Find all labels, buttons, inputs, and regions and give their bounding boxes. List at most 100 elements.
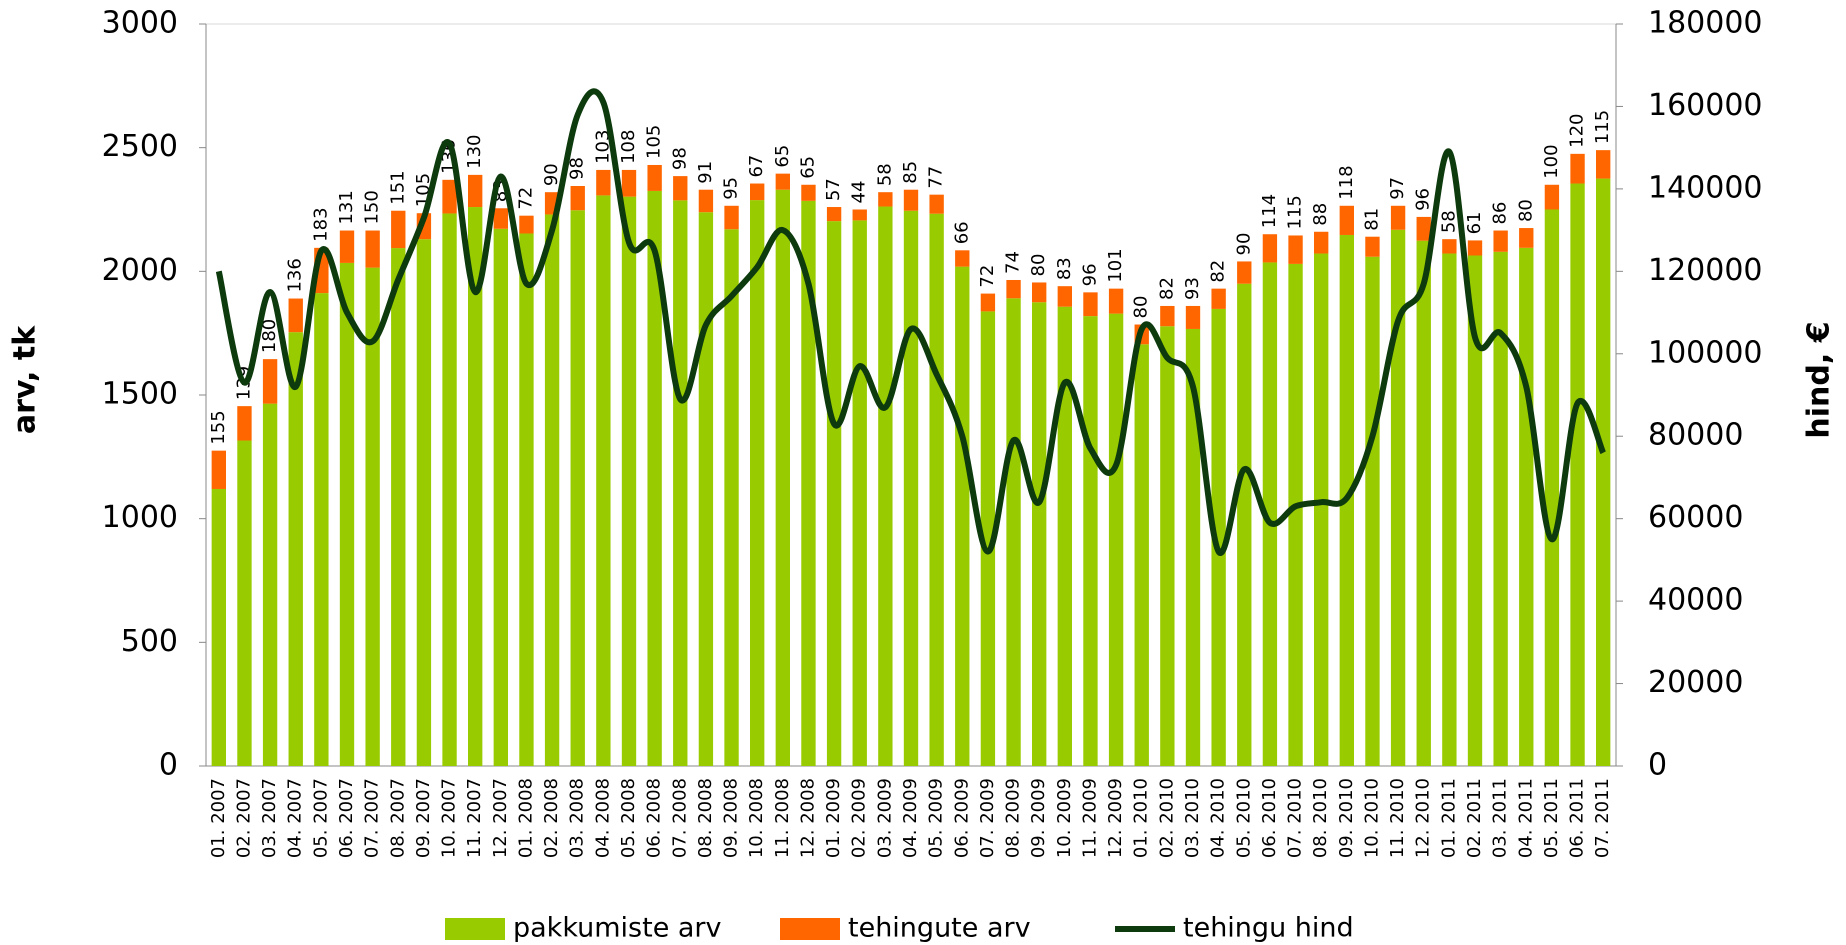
y-tick-label: 2000 [102, 253, 178, 288]
bar [1467, 240, 1483, 256]
bar [929, 194, 944, 214]
x-tick-label: 05. 2007 [310, 778, 331, 858]
bar [262, 403, 278, 766]
bar [1314, 253, 1329, 766]
x-tick-label: 07. 2011 [1592, 778, 1613, 858]
data-label: 81 [1361, 208, 1382, 231]
bar [1544, 209, 1560, 766]
data-label: 151 [387, 170, 408, 204]
line [215, 88, 1606, 556]
bar [1057, 286, 1072, 307]
bar [980, 311, 996, 766]
x-tick-label: 01. 2008 [515, 778, 536, 858]
bar [801, 200, 816, 767]
bar [698, 212, 714, 766]
bar [1493, 251, 1508, 766]
x-tick-label: 09. 2008 [721, 778, 742, 858]
y-tick-label: 2500 [102, 129, 178, 164]
bar [775, 173, 790, 190]
x-tick-label: 03. 2010 [1182, 778, 1203, 858]
data-label: 44 [849, 181, 870, 204]
data-label: 120 [1567, 113, 1588, 147]
y2-tick-label: 100000 [1648, 335, 1763, 370]
bar [1262, 234, 1278, 263]
bar [339, 230, 355, 263]
data-label: 98 [567, 157, 588, 180]
bar [1134, 344, 1149, 766]
x-tick-label: 04. 2008 [592, 778, 613, 858]
bar [237, 440, 252, 766]
bar [1314, 231, 1329, 254]
x-tick-label: 06. 2009 [951, 778, 972, 858]
x-tick-label: 08. 2009 [1003, 778, 1024, 858]
data-label: 77 [926, 166, 947, 189]
y2-tick-label: 180000 [1648, 6, 1763, 41]
bar [1006, 279, 1021, 299]
bar [1185, 328, 1201, 766]
data-label: 114 [1259, 194, 1280, 228]
x-tick-label: 07. 2008 [669, 778, 690, 858]
legend-swatch [445, 918, 505, 940]
x-tick-label: 10. 2010 [1361, 778, 1382, 858]
x-tick-label: 03. 2007 [259, 778, 280, 858]
x-tick-label: 07. 2009 [977, 778, 998, 858]
bar [1339, 205, 1354, 235]
data-label: 96 [1413, 188, 1434, 211]
x-tick-label: 06. 2007 [336, 778, 357, 858]
x-tick-label: 08. 2010 [1310, 778, 1331, 858]
bar [1416, 240, 1431, 766]
x-tick-label: 09. 2009 [1028, 778, 1049, 858]
data-label: 82 [1156, 277, 1177, 300]
bar [519, 233, 534, 766]
x-tick-label: 05. 2008 [618, 778, 639, 858]
x-tick-label: 05. 2011 [1541, 778, 1562, 858]
data-label: 130 [464, 135, 485, 169]
data-label: 61 [1464, 212, 1485, 235]
legend-label: tehingute arv [848, 913, 1031, 944]
data-label: 72 [977, 265, 998, 288]
bar [1237, 261, 1252, 284]
data-label: 90 [1233, 233, 1254, 256]
x-tick-label: 01. 2011 [1438, 778, 1459, 858]
data-label: 96 [1079, 263, 1100, 286]
data-label: 74 [1003, 251, 1024, 274]
bar [211, 450, 226, 489]
x-tick-label: 12. 2008 [797, 778, 818, 858]
x-tick-label: 06. 2010 [1259, 778, 1280, 858]
x-tick-label: 04. 2009 [900, 778, 921, 858]
x-tick-label: 01. 2010 [1131, 778, 1152, 858]
data-label: 58 [874, 163, 895, 186]
bar [493, 208, 508, 229]
bar [826, 221, 842, 767]
x-tick-label: 11. 2010 [1387, 778, 1408, 858]
bar [621, 169, 637, 197]
bar [878, 192, 893, 207]
bar [1519, 247, 1534, 766]
legend-label: pakkumiste arv [513, 913, 722, 944]
data-label: 85 [900, 161, 921, 184]
bar [750, 200, 765, 767]
x-tick-label: 02. 2010 [1156, 778, 1177, 858]
data-label: 101 [1105, 248, 1126, 282]
bar [1262, 262, 1278, 766]
data-label: 80 [1131, 296, 1152, 319]
x-tick-label: 12. 2010 [1413, 778, 1434, 858]
bar [596, 195, 611, 767]
legend-swatch [780, 918, 840, 940]
bar [1493, 230, 1508, 252]
data-label: 131 [336, 190, 357, 224]
bar [211, 488, 226, 766]
bar [852, 220, 867, 766]
bar [955, 266, 970, 766]
bar [647, 164, 662, 191]
bar [801, 184, 816, 201]
bar [391, 210, 406, 249]
bar [1083, 316, 1098, 766]
y-tick-label: 3000 [102, 6, 178, 41]
data-label: 90 [541, 163, 562, 186]
bar [826, 207, 842, 222]
y-tick-label: 500 [121, 624, 178, 659]
x-tick-label: 03. 2011 [1490, 778, 1511, 858]
y-tick-label: 1500 [102, 377, 178, 412]
